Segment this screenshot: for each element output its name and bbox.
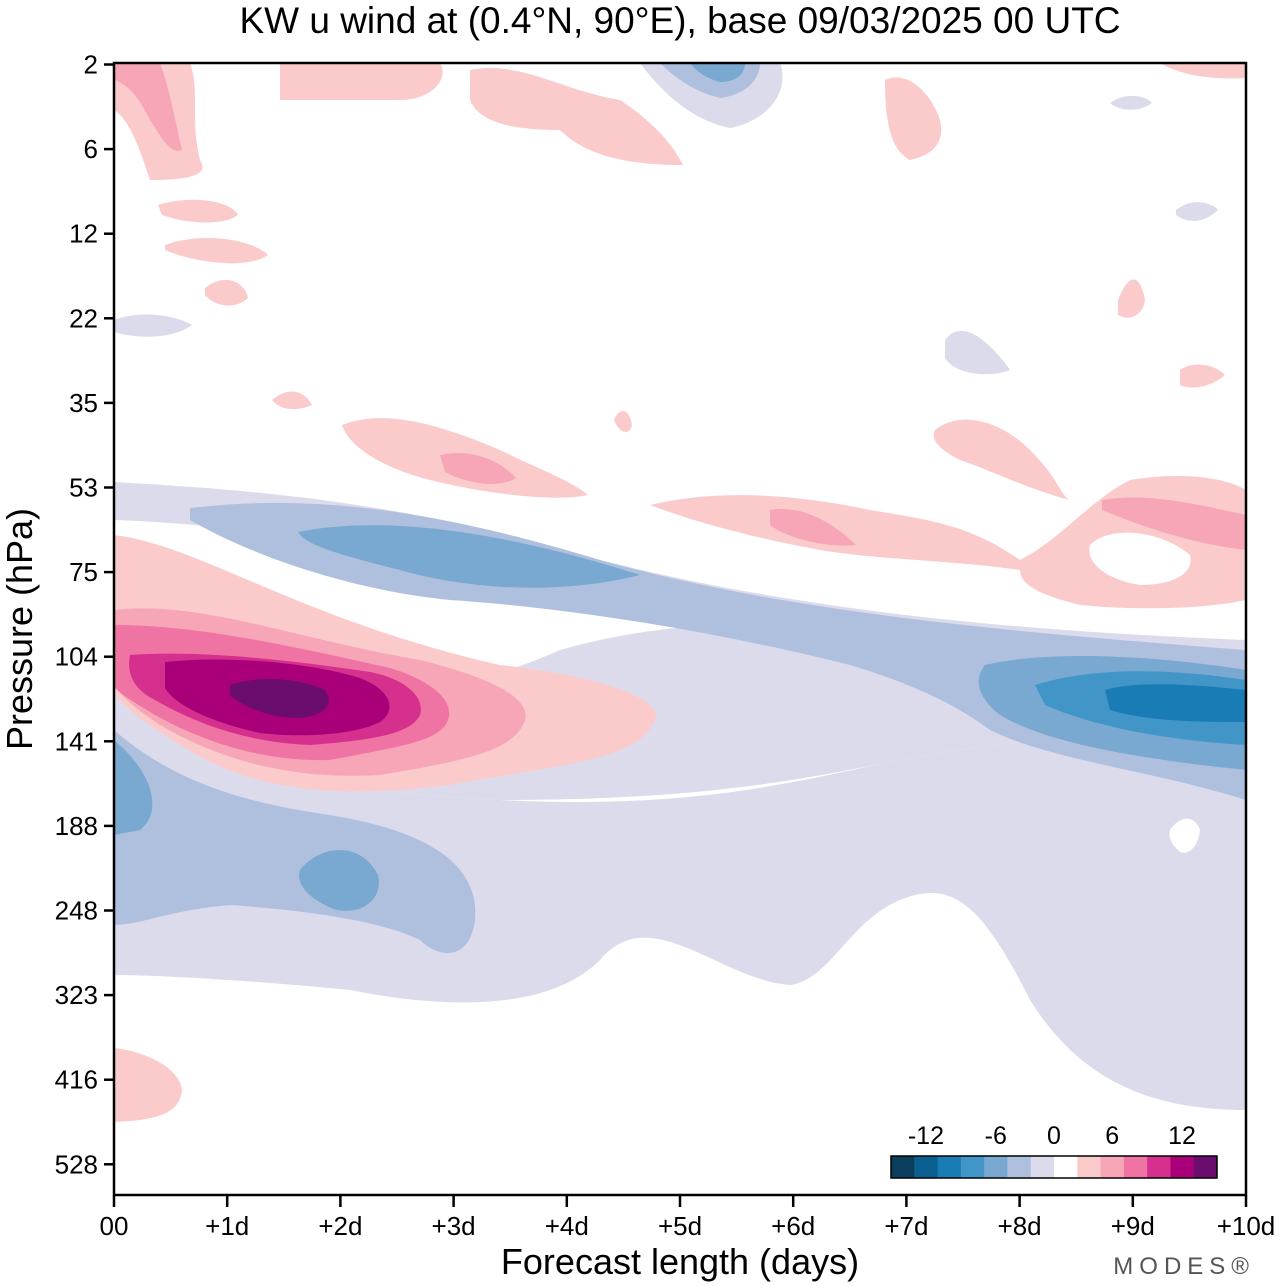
- contour-pos-2-mid2: [165, 237, 268, 264]
- contour-pos-12-max: [230, 678, 329, 718]
- y-tick-label: 2: [84, 50, 98, 80]
- contour-pos-2-mid7: [614, 410, 632, 432]
- x-tick-label: +4d: [545, 1211, 589, 1241]
- contour-neg-2-right1: [945, 331, 1010, 375]
- y-tick-label: 53: [69, 473, 98, 503]
- colorbar-swatch: [1123, 1156, 1148, 1178]
- x-tick-label: +1d: [205, 1211, 249, 1241]
- contour-pos-2-rightmid: [933, 419, 1070, 500]
- contour-hole2: [1169, 818, 1200, 853]
- x-axis-label: Forecast length (days): [501, 1241, 859, 1282]
- y-axis-label: Pressure (hPa): [0, 508, 40, 750]
- x-tick-label: +2d: [318, 1211, 362, 1241]
- contour-pos-2-mid4: [1118, 279, 1145, 318]
- colorbar-tick-label: -12: [908, 1122, 944, 1150]
- contour-pos-4-right: [770, 509, 856, 546]
- colorbar-swatch: [914, 1156, 939, 1178]
- y-axis-ticks: 2 6 12 22 35 53 75 104 141 188 248 323 416 528: [55, 50, 114, 1179]
- contour-neg-6-top: [690, 63, 745, 82]
- chart-title: KW u wind at (0.4°N, 90°E), base 09/03/2…: [239, 0, 1120, 41]
- y-tick-label: 6: [84, 134, 98, 164]
- contour-neg-6-lower2: [299, 850, 379, 911]
- contour-pos-2-mid6: [272, 391, 312, 410]
- y-tick-label: 75: [69, 557, 98, 587]
- x-tick-label: +3d: [432, 1211, 476, 1241]
- x-tick-label: 00: [100, 1211, 129, 1241]
- y-tick-label: 528: [55, 1149, 98, 1179]
- contour-pos-2-mid1: [158, 199, 238, 223]
- y-tick-label: 248: [55, 896, 98, 926]
- y-tick-label: 22: [69, 303, 98, 333]
- contour-neg-6-lower: [114, 740, 153, 835]
- contour-neg-10-late: [1105, 684, 1246, 722]
- contour-pos-4-rightedge: [1102, 497, 1246, 550]
- colorbar-tick-label: 0: [1047, 1122, 1061, 1150]
- y-tick-label: 12: [69, 219, 98, 249]
- colorbar-swatch: [937, 1156, 962, 1178]
- y-tick-label: 104: [55, 642, 98, 672]
- contour-hole: [1089, 532, 1191, 585]
- x-tick-label: +8d: [998, 1211, 1042, 1241]
- colorbar-swatch: [1170, 1156, 1195, 1178]
- x-axis-ticks: 00 +1d +2d +3d +4d +5d +6d +7d +8d +9d +10d: [100, 1195, 1276, 1241]
- colorbar-swatch: [1077, 1156, 1102, 1178]
- contour-fills: [114, 63, 1246, 1122]
- colorbar: -12 -6 0 6 12: [890, 1122, 1218, 1179]
- contour-pos-2-mid5: [1180, 364, 1225, 388]
- contour-pos-4-top: [114, 63, 182, 151]
- colorbar-tick-label: -6: [985, 1122, 1007, 1150]
- x-tick-label: +7d: [884, 1211, 928, 1241]
- colorbar-swatch: [1100, 1156, 1125, 1178]
- y-tick-label: 141: [55, 726, 98, 756]
- colorbar-swatch: [960, 1156, 985, 1178]
- contour-pos-2-top4: [885, 77, 942, 160]
- colorbar-swatch: [1030, 1156, 1055, 1178]
- contour-neg-2-right3: [1110, 95, 1152, 110]
- contour-neg-6-band: [298, 525, 640, 588]
- colorbar-swatch: [1193, 1156, 1218, 1178]
- contour-neg-2-left: [114, 314, 192, 337]
- brand-logo: MODES®: [1113, 1253, 1255, 1280]
- contour-pos-2-mid3: [205, 279, 248, 306]
- colorbar-swatch: [891, 1156, 915, 1178]
- contour-pos-2-topright: [1160, 63, 1246, 79]
- colorbar-frame: [890, 1155, 1218, 1179]
- colorbar-tick-label: 6: [1105, 1122, 1119, 1150]
- contour-pos-2-top2: [280, 63, 443, 100]
- colorbar-swatch: [1054, 1156, 1078, 1178]
- contour-neg-4-lower: [114, 730, 476, 954]
- contour-pos-2-top3: [470, 67, 683, 165]
- contour-pos-4-upper: [440, 452, 516, 484]
- contour-pos-2-right: [650, 475, 1246, 609]
- y-tick-label: 35: [69, 388, 98, 418]
- colorbar-swatch: [1147, 1156, 1171, 1178]
- contour-neg-2-right2: [1176, 202, 1218, 222]
- x-tick-label: +5d: [658, 1211, 702, 1241]
- contour-pos-2-low: [114, 1048, 182, 1122]
- y-tick-label: 416: [55, 1065, 98, 1095]
- colorbar-swatch: [1007, 1156, 1032, 1178]
- colorbar-swatch: [984, 1156, 1008, 1178]
- x-tick-label: +9d: [1111, 1211, 1155, 1241]
- colorbar-tick-label: 12: [1168, 1122, 1196, 1150]
- contour-neg-2-lower: [114, 700, 1246, 1110]
- x-tick-label: +6d: [771, 1211, 815, 1241]
- x-tick-label: +10d: [1217, 1211, 1276, 1241]
- y-tick-label: 323: [55, 980, 98, 1010]
- y-tick-label: 188: [55, 811, 98, 841]
